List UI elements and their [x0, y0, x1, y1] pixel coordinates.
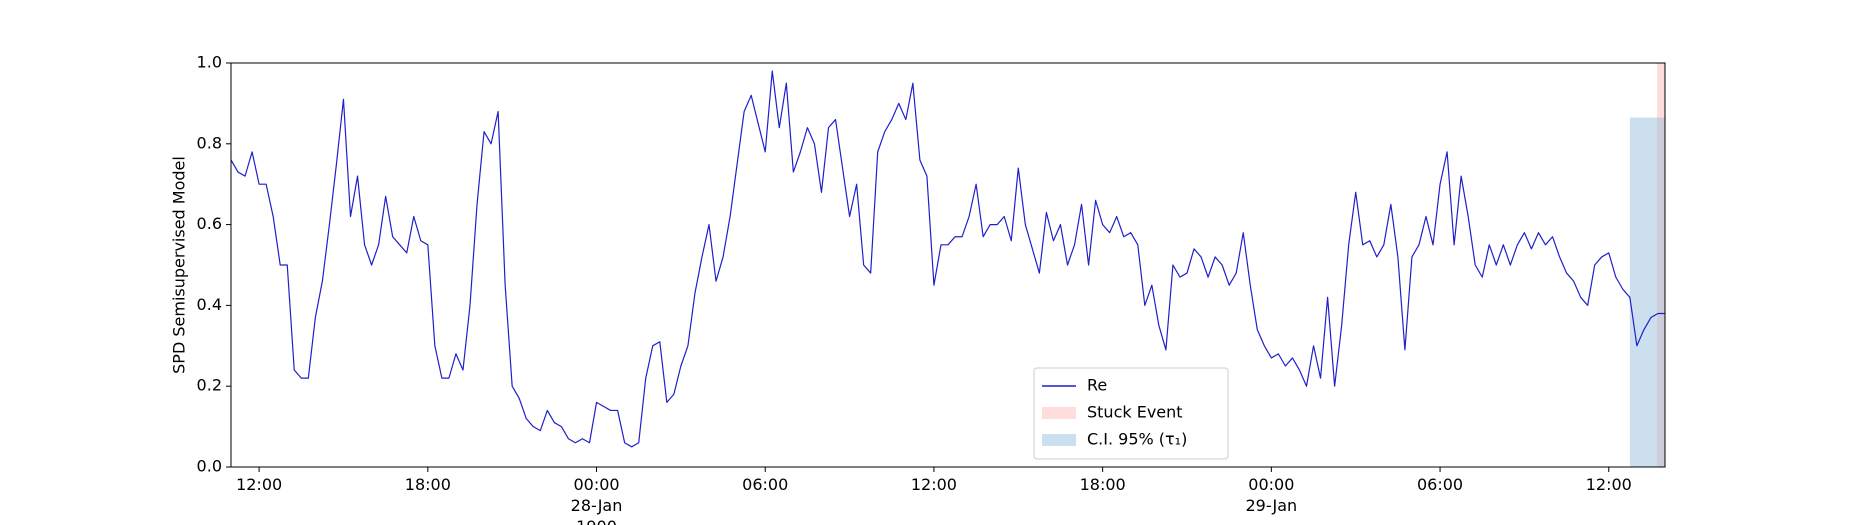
x-tick-label: 12:00 [911, 475, 957, 494]
y-tick-label: 0.8 [197, 133, 222, 152]
x-tick-label: 00:00 29-Jan [1246, 475, 1298, 515]
data-line [230, 70, 1665, 448]
legend-label: Stuck Event [1087, 403, 1183, 422]
x-tick-label: 06:00 [742, 475, 788, 494]
y-tick-label: 0.4 [197, 295, 222, 314]
x-tick-label: 06:00 [1417, 475, 1463, 494]
legend-label: C.I. 95% (τ₁) [1087, 430, 1187, 449]
x-tick-label: 18:00 [1080, 475, 1126, 494]
legend-handle [1042, 407, 1076, 419]
plot-frame [230, 62, 1666, 468]
span [1629, 117, 1665, 467]
legend-handle [1042, 434, 1076, 446]
y-tick-label: 1.0 [197, 53, 222, 72]
span [1657, 63, 1665, 467]
x-tick-label: 12:00 [1586, 475, 1632, 494]
x-tick-label: 12:00 [236, 475, 282, 494]
legend-label: Re [1087, 376, 1107, 395]
y-tick-label: 0.2 [197, 376, 222, 395]
y-tick-label: 0.0 [197, 457, 222, 476]
y-tick-label: 0.6 [197, 214, 222, 233]
x-tick-label: 18:00 [405, 475, 451, 494]
y-axis-label: SPD Semisupervised Model [170, 156, 189, 374]
legend-box [1033, 367, 1229, 460]
